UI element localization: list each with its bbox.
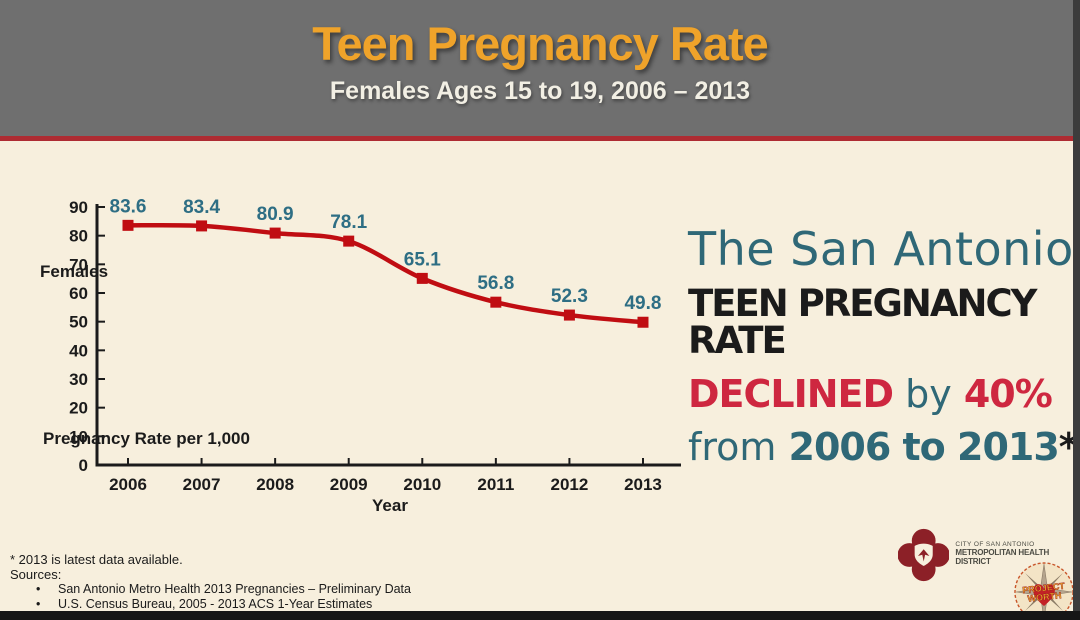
callout-line2: TEEN PREGNANCY RATE [688, 282, 1037, 362]
callout-text: The San Antonio TEEN PREGNANCY RATE DECL… [688, 226, 1080, 466]
slide-bottom-edge [0, 611, 1080, 620]
project-worth-line2: WORTH [1027, 590, 1062, 603]
svg-text:2012: 2012 [551, 475, 589, 494]
svg-text:78.1: 78.1 [330, 212, 367, 233]
callout-by: by [893, 372, 964, 416]
svg-text:90: 90 [69, 198, 88, 217]
callout-line3: DECLINED by 40% [688, 375, 1080, 413]
svg-text:2007: 2007 [183, 475, 221, 494]
pregnancy-rate-line-chart: 0 10 20 30 40 50 60 70 80 90 2006 2007 2008 2009 2010 2… [40, 196, 681, 515]
project-worth-emblem-icon: PROJECT WORTH [1014, 562, 1074, 620]
page-subtitle: Females Ages 15 to 19, 2006 – 2013 [329, 77, 751, 105]
svg-text:2011: 2011 [477, 475, 514, 494]
metro-health-district-label: METROPOLITAN HEALTH DISTRICT [955, 548, 1050, 566]
svg-text:0: 0 [79, 456, 88, 475]
metro-health-city-label: CITY OF SAN ANTONIO [955, 541, 1035, 548]
svg-text:10: 10 [69, 427, 88, 446]
svg-text:Year: Year [372, 496, 408, 515]
callout-from: from [688, 425, 789, 469]
svg-text:52.3: 52.3 [551, 286, 588, 307]
callout-declined: DECLINED [688, 372, 894, 416]
svg-text:20: 20 [69, 399, 88, 418]
metro-health-text: CITY OF SAN ANTONIO METROPOLITAN HEALTH … [955, 528, 1080, 566]
svg-text:2010: 2010 [403, 475, 441, 494]
svg-text:56.8: 56.8 [477, 273, 514, 294]
svg-text:83.6: 83.6 [110, 196, 147, 217]
callout-years: 2006 to 2013 [788, 425, 1060, 469]
header: Teen Pregnancy Rate Females Ages 15 to 1… [0, 0, 1080, 136]
metro-health-emblem-icon [898, 528, 950, 582]
metro-health-logo: CITY OF SAN ANTONIO METROPOLITAN HEALTH … [898, 528, 1080, 582]
sources-label: Sources: [10, 567, 62, 582]
source-item: San Antonio Metro Health 2013 Pregnancie… [10, 582, 411, 597]
footnote-note: * 2013 is latest data available. [10, 552, 183, 567]
svg-text:49.8: 49.8 [624, 293, 661, 314]
svg-text:30: 30 [69, 370, 88, 389]
source-item: U.S. Census Bureau, 2005 - 2013 ACS 1-Ye… [10, 597, 411, 612]
svg-text:2013: 2013 [624, 475, 662, 494]
svg-text:50: 50 [69, 313, 88, 332]
callout-line4: from 2006 to 2013* [688, 428, 1080, 466]
dove-icon [917, 549, 930, 562]
svg-text:65.1: 65.1 [404, 249, 441, 270]
svg-text:2008: 2008 [256, 475, 294, 494]
svg-text:Females: Females [40, 262, 108, 281]
svg-text:40: 40 [69, 341, 88, 360]
svg-text:Pregnancy Rate per 1,000: Pregnancy Rate per 1,000 [43, 429, 250, 448]
sources-list: San Antonio Metro Health 2013 Pregnancie… [10, 582, 411, 612]
page-title: Teen Pregnancy Rate [312, 17, 769, 70]
slide-right-edge [1073, 0, 1080, 620]
callout-line1: The San Antonio [688, 222, 1074, 276]
project-worth-logo: PROJECT WORTH [1013, 561, 1075, 620]
header-divider [0, 136, 1080, 141]
svg-text:83.4: 83.4 [183, 197, 220, 218]
footnotes: * 2013 is latest data available. Sources… [10, 552, 411, 612]
svg-text:60: 60 [69, 284, 88, 303]
svg-text:2009: 2009 [330, 475, 368, 494]
svg-text:80: 80 [69, 227, 88, 246]
svg-text:70: 70 [69, 255, 88, 274]
callout-pct: 40% [963, 372, 1053, 416]
svg-text:2006: 2006 [109, 475, 147, 494]
svg-text:80.9: 80.9 [257, 204, 294, 225]
project-worth-line1: PROJECT [1022, 581, 1066, 595]
